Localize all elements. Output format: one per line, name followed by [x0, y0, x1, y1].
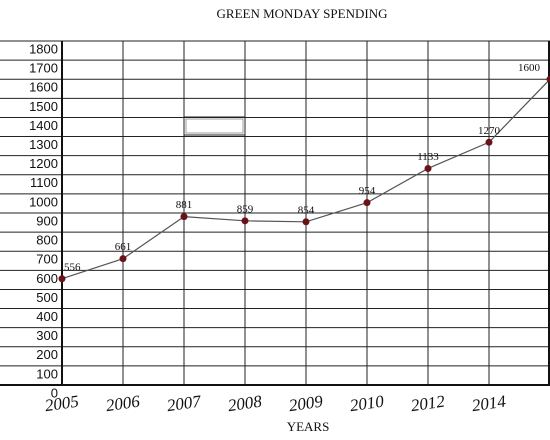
data-label: 859 [237, 203, 254, 215]
y-tick-label: 1100 [30, 175, 58, 190]
data-label: 954 [359, 185, 376, 197]
y-tick-label: 700 [36, 252, 58, 267]
data-point [241, 217, 249, 225]
data-point [58, 275, 66, 283]
data-label: 881 [176, 199, 193, 211]
empty-box-inner [185, 118, 244, 134]
data-point [424, 164, 432, 172]
y-tick-label: 1200 [29, 156, 58, 171]
data-point [180, 213, 188, 221]
data-label: 661 [115, 241, 132, 253]
y-tick-label: 100 [36, 366, 58, 381]
data-label: 854 [298, 204, 315, 216]
y-tick-label: 1700 [29, 61, 58, 76]
data-label: 556 [64, 261, 81, 273]
data-label: 1600 [518, 62, 541, 74]
y-tick-label: 1800 [29, 41, 58, 56]
empty-box [183, 116, 246, 136]
data-point [119, 255, 127, 263]
y-tick-label: 400 [36, 309, 58, 324]
y-tick-label: 600 [36, 271, 58, 286]
x-tick-label: 2010 [349, 392, 386, 416]
x-axis-label: YEARS [287, 419, 330, 434]
x-tick-label: 2012 [410, 392, 447, 416]
chart-title: GREEN MONDAY SPENDING [217, 6, 388, 21]
y-tick-label: 800 [36, 233, 58, 248]
y-tick-label: 1400 [29, 118, 58, 133]
data-point [485, 138, 493, 146]
data-label: 1270 [478, 125, 501, 137]
y-tick-label: 200 [36, 347, 58, 362]
x-tick-label: 2005 [44, 392, 80, 416]
y-tick-label: 300 [36, 328, 58, 343]
data-label: 1133 [417, 151, 439, 163]
x-tick-label: 2006 [105, 392, 142, 416]
x-tick-label: 2014 [471, 392, 508, 416]
y-tick-label: 0 [51, 385, 58, 400]
data-point [302, 218, 310, 226]
x-tick-label: 2007 [166, 391, 204, 415]
y-tick-label: 1500 [29, 99, 58, 114]
data-point [546, 75, 550, 83]
y-tick-label: 900 [36, 213, 58, 228]
x-tick-label: 2009 [288, 392, 325, 416]
data-point [363, 199, 371, 207]
x-tick-label: 2008 [227, 392, 264, 416]
y-tick-label: 1600 [29, 80, 58, 95]
y-tick-label: 1000 [29, 194, 58, 209]
y-tick-label: 1300 [29, 137, 58, 152]
y-tick-label: 500 [36, 290, 58, 305]
